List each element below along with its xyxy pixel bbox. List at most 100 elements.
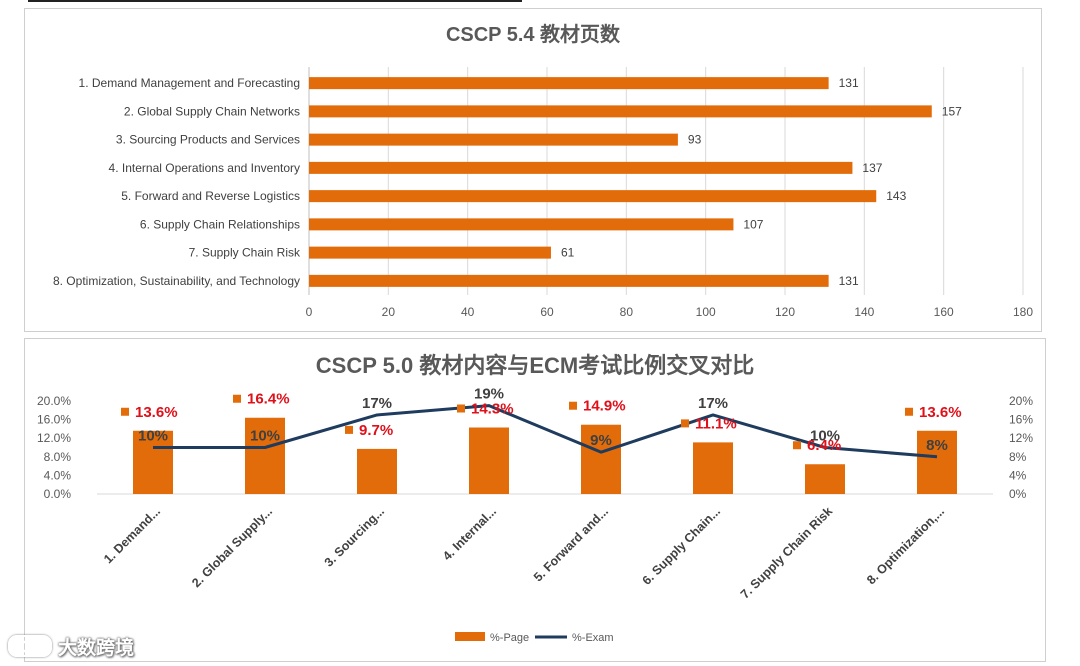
bar	[309, 161, 853, 174]
left-y-tick-label: 4.0%	[44, 468, 72, 482]
comparison-chart-panel: CSCP 5.0 教材内容与ECM考试比例交叉对比 0.0% 4.0% 8.0% 12.…	[24, 338, 1046, 662]
chart-title: CSCP 5.4 教材页数	[446, 22, 621, 46]
bar-value-label: 107	[743, 217, 763, 231]
bar-value-label: 93	[688, 133, 702, 147]
page-value-label: 14.9%	[583, 398, 626, 415]
watermark-text: 大数跨境	[58, 637, 135, 659]
page-bar	[581, 424, 621, 494]
right-y-tick-label: 12%	[1009, 431, 1033, 445]
page-bar	[805, 464, 845, 494]
legend-label: %-Exam	[572, 632, 614, 644]
page-bar	[245, 417, 285, 494]
top-rule	[28, 0, 522, 2]
bar-value-label: 131	[839, 274, 859, 288]
page-label-marker	[681, 419, 689, 428]
category-label: 1. Demand Management and Forecasting	[79, 76, 300, 90]
x-tick-label: 80	[620, 305, 634, 319]
page-label-marker	[233, 394, 241, 403]
left-y-tick-label: 12.0%	[37, 431, 71, 445]
right-y-tick-label: 16%	[1009, 413, 1033, 427]
page-exam-combo-chart: CSCP 5.0 教材内容与ECM考试比例交叉对比 0.0% 4.0% 8.0% 12.…	[37, 353, 1033, 644]
x-tick-label: 160	[934, 305, 954, 319]
watermark: 大数跨境	[8, 632, 134, 660]
category-label: 4. Internal...	[440, 504, 499, 563]
category-label: 1. Demand...	[101, 504, 163, 566]
left-y-tick-label: 8.0%	[44, 450, 72, 464]
exam-value-label: 8%	[926, 437, 948, 454]
page-label-marker	[569, 401, 577, 410]
exam-value-label: 17%	[698, 395, 728, 412]
page-label-marker	[121, 407, 129, 416]
x-tick-label: 140	[854, 305, 874, 319]
exam-value-label: 19%	[474, 386, 504, 403]
x-tick-label: 0	[306, 305, 313, 319]
category-label: 5. Forward and Reverse Logistics	[121, 189, 300, 203]
right-y-tick-label: 4%	[1009, 468, 1027, 482]
page-bar	[133, 430, 173, 494]
pages-chart-panel: CSCP 5.4 教材页数 0 20 40 60 80 100 120 140 160 180 1. …	[24, 8, 1042, 332]
x-tick-label: 20	[382, 305, 396, 319]
page-bar	[917, 430, 957, 494]
x-tick-label: 180	[1013, 305, 1033, 319]
category-label: 5. Forward and...	[531, 504, 611, 584]
bar	[309, 218, 734, 231]
right-y-tick-label: 20%	[1009, 394, 1033, 408]
exam-value-label: 17%	[362, 395, 392, 412]
exam-value-label: 10%	[810, 428, 840, 445]
legend-label: %-Page	[490, 632, 529, 644]
category-label: 6. Supply Chain Relationships	[140, 217, 300, 231]
category-label: 2. Global Supply...	[189, 504, 275, 590]
bar-value-label: 61	[561, 246, 575, 260]
bar	[309, 190, 877, 203]
page-label-marker	[457, 404, 465, 413]
page-bar	[693, 442, 733, 494]
category-label: 7. Supply Chain Risk	[738, 504, 835, 601]
category-label: 8. Optimization, Sustainability, and Tec…	[53, 274, 300, 288]
category-label: 3. Sourcing Products and Services	[116, 133, 300, 147]
page-label-marker	[793, 441, 801, 450]
bar	[309, 274, 829, 287]
page-label-marker	[905, 407, 913, 416]
page-value-label: 13.6%	[135, 404, 178, 421]
watermark-logo-icon	[8, 635, 52, 657]
bar-value-label: 131	[839, 76, 859, 90]
left-y-tick-label: 20.0%	[37, 394, 71, 408]
exam-value-label: 9%	[590, 432, 612, 449]
page-value-label: 14.3%	[471, 401, 514, 418]
page-value-label: 11.1%	[695, 415, 737, 432]
category-label: 2. Global Supply Chain Networks	[124, 104, 300, 118]
page-value-label: 16.4%	[247, 391, 290, 408]
category-label: 3. Sourcing...	[322, 504, 387, 569]
x-tick-label: 60	[540, 305, 554, 319]
right-y-tick-label: 0%	[1009, 487, 1027, 501]
page-bar	[469, 427, 509, 494]
pages-bar-chart: CSCP 5.4 教材页数 0 20 40 60 80 100 120 140 160 180 1. …	[53, 22, 1033, 319]
bar	[309, 133, 678, 146]
bar	[309, 105, 932, 118]
category-label: 8. Optimization,...	[864, 504, 947, 587]
x-tick-label: 100	[696, 305, 716, 319]
page-value-label: 13.6%	[919, 404, 962, 421]
page-value-label: 6.4%	[807, 437, 841, 454]
right-y-tick-label: 8%	[1009, 450, 1027, 464]
chart-title: CSCP 5.0 教材内容与ECM考试比例交叉对比	[316, 353, 754, 378]
category-label: 6. Supply Chain...	[640, 504, 724, 588]
category-label: 4. Internal Operations and Inventory	[109, 161, 300, 175]
left-y-tick-label: 0.0%	[44, 487, 72, 501]
bar	[309, 246, 551, 259]
legend-bar-swatch	[455, 632, 485, 641]
page-bar	[357, 448, 397, 494]
x-tick-label: 120	[775, 305, 795, 319]
bar-value-label: 143	[886, 189, 906, 203]
page-value-label: 9.7%	[359, 422, 393, 439]
left-y-tick-label: 16.0%	[37, 413, 71, 427]
exam-value-label: 10%	[138, 428, 168, 445]
bar-value-label: 137	[862, 161, 882, 175]
x-tick-label: 40	[461, 305, 475, 319]
page-label-marker	[345, 425, 353, 434]
category-label: 7. Supply Chain Risk	[189, 246, 301, 260]
exam-line	[153, 404, 938, 459]
bar	[309, 77, 829, 90]
exam-value-label: 10%	[250, 428, 280, 445]
bar-value-label: 157	[942, 104, 962, 118]
